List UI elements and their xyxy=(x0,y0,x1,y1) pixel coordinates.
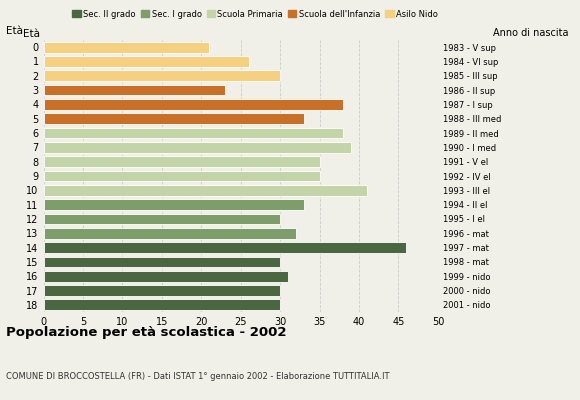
Bar xyxy=(44,128,343,138)
Text: Anno di nascita: Anno di nascita xyxy=(493,28,568,38)
Text: Popolazione per età scolastica - 2002: Popolazione per età scolastica - 2002 xyxy=(6,326,287,339)
Bar xyxy=(44,285,280,296)
Legend: Sec. II grado, Sec. I grado, Scuola Primaria, Scuola dell'Infanzia, Asilo Nido: Sec. II grado, Sec. I grado, Scuola Prim… xyxy=(69,6,441,22)
Bar xyxy=(44,171,320,181)
Bar xyxy=(44,199,304,210)
Bar xyxy=(44,56,249,67)
Text: Età: Età xyxy=(6,26,23,36)
Bar xyxy=(44,228,296,239)
Bar xyxy=(44,185,367,196)
Text: Età: Età xyxy=(23,29,39,39)
Bar xyxy=(44,85,225,96)
Bar xyxy=(44,242,407,253)
Bar xyxy=(44,70,280,81)
Bar xyxy=(44,113,304,124)
Bar xyxy=(44,42,209,52)
Bar xyxy=(44,271,288,282)
Bar xyxy=(44,142,351,153)
Bar xyxy=(44,214,280,224)
Bar xyxy=(44,99,343,110)
Bar xyxy=(44,256,280,267)
Text: COMUNE DI BROCCOSTELLA (FR) - Dati ISTAT 1° gennaio 2002 - Elaborazione TUTTITAL: COMUNE DI BROCCOSTELLA (FR) - Dati ISTAT… xyxy=(6,372,389,381)
Bar xyxy=(44,156,320,167)
Bar xyxy=(44,300,280,310)
